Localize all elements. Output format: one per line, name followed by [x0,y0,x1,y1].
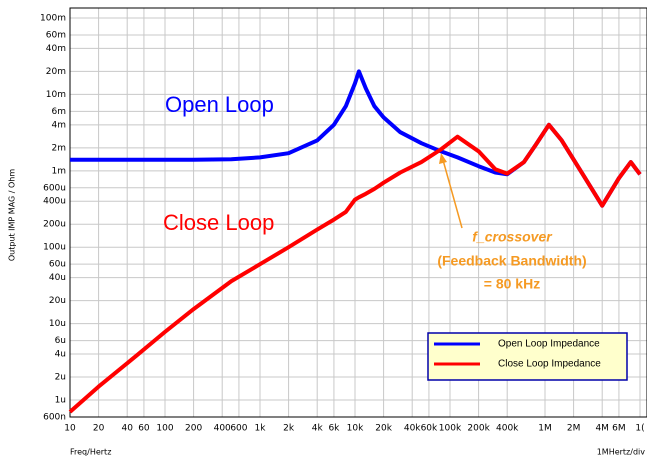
x-tick-label: 4M [595,424,609,434]
x-tick-label: 100k [439,424,462,434]
y-tick-label: 400u [43,197,66,207]
x-tick-label: 2M [567,424,581,434]
x-tick-label: 1( [635,424,644,434]
x-tick-label: 10k [347,424,364,434]
x-axis-label: Freq/Hertz [70,448,111,457]
x-tick-label: 20 [93,424,105,434]
crossover-label: f_crossover [472,229,553,245]
legend-label: Close Loop Impedance [498,359,601,370]
y-tick-label: 2u [55,373,66,383]
y-tick-label: 100m [40,14,66,24]
y-tick-label: 60m [46,30,66,40]
x-tick-label: 1k [255,424,267,434]
x-tick-label: 6k [328,424,340,434]
y-tick-label: 1u [55,396,66,406]
close-loop-label: Close Loop [163,210,274,235]
arrow-head [439,153,447,164]
x-division-note: 1MHertz/div [597,448,646,457]
y-tick-label: 10u [49,319,66,329]
series-line [68,122,642,414]
x-tick-label: 200 [185,424,202,434]
y-tick-label: 40u [49,273,66,283]
crossover-value: = 80 kHz [484,276,540,292]
y-tick-label: 20u [49,296,66,306]
y-tick-label: 100u [43,243,66,253]
x-tick-label: 400 [214,424,231,434]
x-tick-label: 200k [467,424,490,434]
y-tick-label: 4u [55,350,66,360]
y-tick-label: 20m [46,67,66,77]
y-tick-label: 2m [52,143,67,153]
y-tick-label: 600u [43,183,66,193]
x-tick-label: 20k [375,424,392,434]
x-tick-label: 1M [538,424,552,434]
y-tick-label: 6u [55,336,66,346]
y-tick-label: 10m [46,90,66,100]
y-axis-label: Output IMP MAG / Ohm [8,169,17,262]
x-tick-label: 400k [496,424,519,434]
bandwidth-label: (Feedback Bandwidth) [437,253,586,269]
y-tick-label: 600n [43,413,66,423]
y-tick-label: 200u [43,220,66,230]
x-tick-label: 60k [421,424,438,434]
crossover-arrow [442,159,463,229]
x-tick-label: 40k [404,424,421,434]
y-tick-label: 60u [49,260,66,270]
x-tick-label: 10 [64,424,76,434]
x-tick-label: 600 [230,424,247,434]
open-loop-label: Open Loop [165,92,274,117]
x-tick-label: 40 [121,424,133,434]
x-tick-label: 60 [138,424,150,434]
plot-frame [69,7,647,418]
y-tick-label: 4m [52,120,67,130]
x-tick-label: 6M [612,424,626,434]
lines [68,69,642,414]
y-tick-label: 6m [52,107,67,117]
legend [427,332,628,381]
x-tick-label: 100 [156,424,173,434]
legend-entries: Open Loop Impedance Close Loop Impedance [434,339,601,370]
legend-label: Open Loop Impedance [498,339,600,350]
y-tick-label: 40m [46,44,66,54]
x-tick-label: 2k [283,424,295,434]
x-tick-label: 4k [312,424,324,434]
y-tick-label: 1m [52,166,67,176]
